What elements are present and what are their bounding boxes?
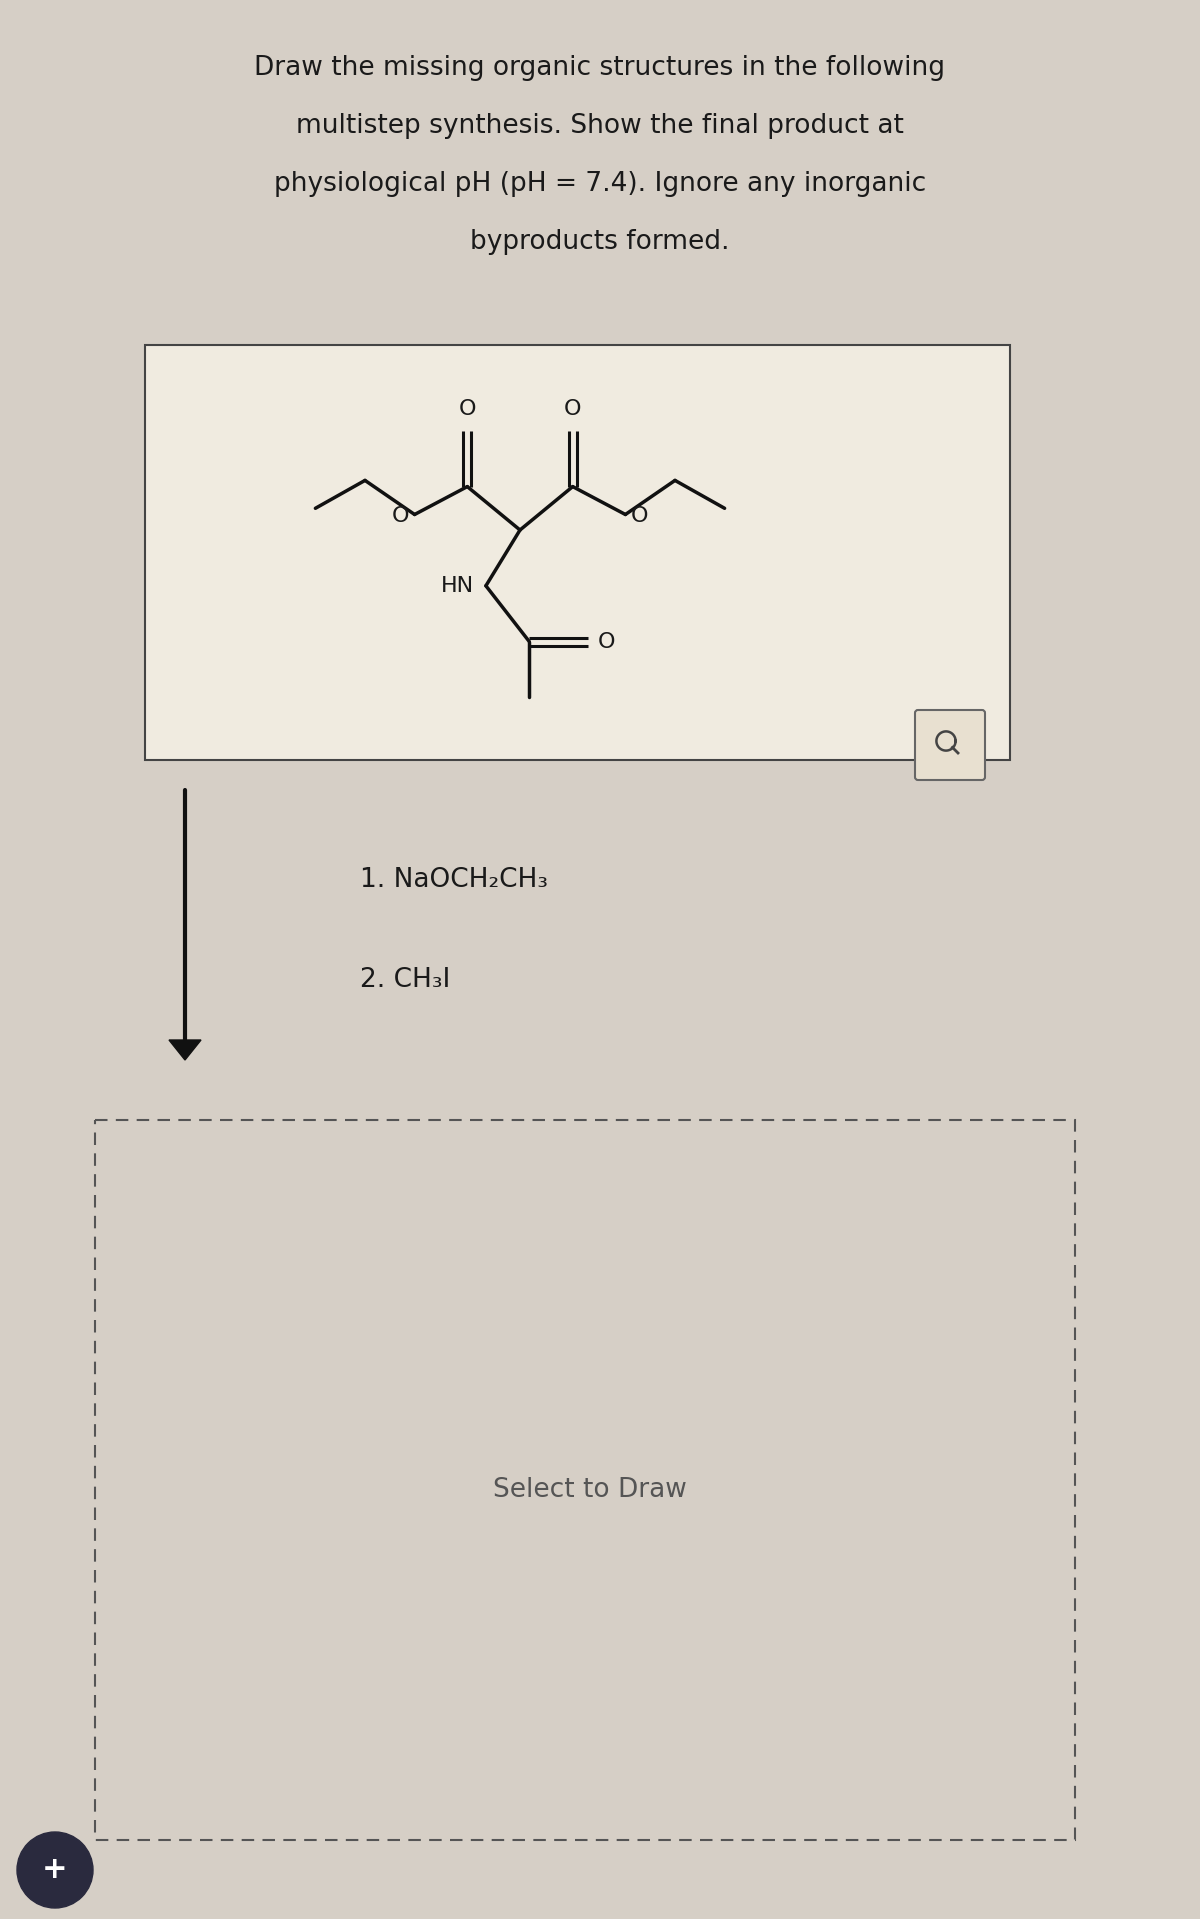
FancyBboxPatch shape [916, 710, 985, 779]
Text: O: O [564, 399, 582, 418]
Text: Select to Draw: Select to Draw [493, 1478, 686, 1503]
Text: HN: HN [442, 576, 474, 595]
Text: Draw the missing organic structures in the following: Draw the missing organic structures in t… [254, 56, 946, 81]
Text: O: O [392, 507, 409, 526]
Text: byproducts formed.: byproducts formed. [470, 228, 730, 255]
Polygon shape [169, 1040, 202, 1059]
Text: 1. NaOCH₂CH₃: 1. NaOCH₂CH₃ [360, 867, 548, 892]
FancyBboxPatch shape [145, 345, 1010, 760]
Text: O: O [598, 631, 614, 652]
Circle shape [17, 1833, 94, 1907]
Text: O: O [458, 399, 476, 418]
Text: +: + [42, 1856, 68, 1884]
Text: 2. CH₃I: 2. CH₃I [360, 967, 450, 992]
Text: physiological pH (pH = 7.4). Ignore any inorganic: physiological pH (pH = 7.4). Ignore any … [274, 171, 926, 198]
Text: multistep synthesis. Show the final product at: multistep synthesis. Show the final prod… [296, 113, 904, 138]
Text: O: O [631, 507, 648, 526]
